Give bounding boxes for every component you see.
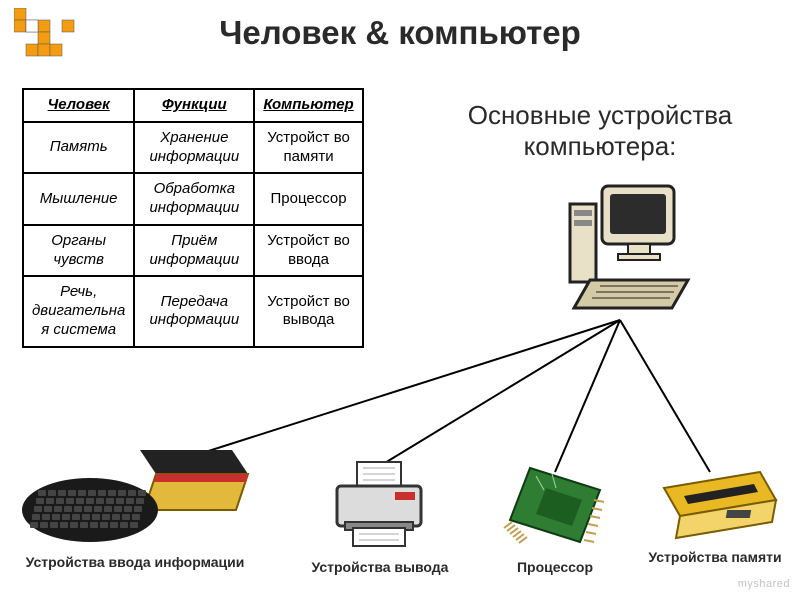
table-cell: Органы чувств (23, 225, 134, 277)
table-cell: Процессор (254, 173, 362, 225)
table-header-1: Функции (134, 89, 254, 122)
device-label-output: Устройства вывода (300, 559, 460, 575)
table-cell: Устройст во вывода (254, 276, 362, 346)
printer-icon (325, 460, 435, 550)
device-memory: Устройства памяти (640, 460, 790, 565)
device-output: Устройства вывода (300, 460, 460, 575)
table-cell: Обработка информации (134, 173, 254, 225)
table-row: МышлениеОбработка информацииПроцессор (23, 173, 363, 225)
watermark: myshared (738, 578, 790, 590)
chip-icon (500, 460, 610, 550)
drive-icon (650, 460, 780, 540)
comparison-table: ЧеловекФункцииКомпьютерПамятьХранение ин… (22, 88, 364, 348)
page-title: Человек & компьютер (0, 14, 800, 52)
table-cell: Речь, двигательна я система (23, 276, 134, 346)
table-cell: Устройст во ввода (254, 225, 362, 277)
table-header-0: Человек (23, 89, 134, 122)
table-row: ПамятьХранение информацииУстройст во пам… (23, 122, 363, 174)
table-cell: Хранение информации (134, 122, 254, 174)
computer-icon (560, 180, 700, 325)
device-input: Устройства ввода информации (15, 450, 255, 570)
devices-subtitle: Основные устройства компьютера: (420, 100, 780, 162)
keyboard-scanner-icon (20, 450, 250, 545)
table-cell: Устройст во памяти (254, 122, 362, 174)
device-cpu: Процессор (490, 460, 620, 575)
table-cell: Приём информации (134, 225, 254, 277)
table-cell: Память (23, 122, 134, 174)
device-label-input: Устройства ввода информации (15, 554, 255, 570)
table-header-2: Компьютер (254, 89, 362, 122)
device-label-cpu: Процессор (490, 559, 620, 575)
table-cell: Передача информации (134, 276, 254, 346)
device-label-memory: Устройства памяти (640, 549, 790, 565)
table-row: Органы чувствПриём информацииУстройст во… (23, 225, 363, 277)
table-row: Речь, двигательна я системаПередача инфо… (23, 276, 363, 346)
table-cell: Мышление (23, 173, 134, 225)
